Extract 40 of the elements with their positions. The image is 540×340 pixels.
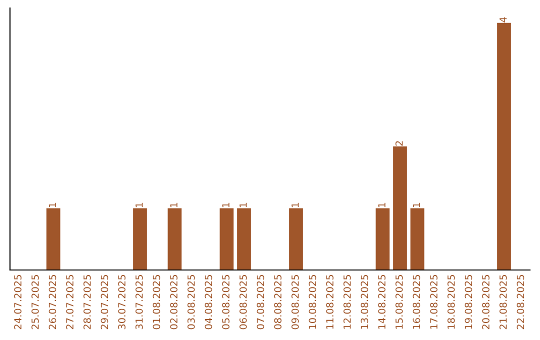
x-tick-label: 26.07.2025 <box>48 275 56 330</box>
x-tick-label: 08.08.2025 <box>274 275 282 330</box>
data-label: 1 <box>292 202 299 208</box>
data-label: 1 <box>136 202 143 208</box>
x-tick-label: 25.07.2025 <box>31 275 39 330</box>
x-tick-label: 17.08.2025 <box>430 275 438 329</box>
x-tick-label: 12.08.2025 <box>343 275 351 329</box>
data-label: 1 <box>222 202 230 208</box>
x-tick-label: 27.07.2025 <box>66 275 74 330</box>
x-tick-label: 05.08.2025 <box>222 275 230 330</box>
x-tick-label: 29.07.2025 <box>100 275 108 330</box>
x-tick-label: 03.08.2025 <box>187 275 195 330</box>
x-tick-label: 07.08.2025 <box>256 275 264 330</box>
x-tick-label: 10.08.2025 <box>308 275 316 329</box>
x-tick-label: 11.08.2025 <box>326 275 334 329</box>
x-tick-label: 31.07.2025 <box>135 275 143 330</box>
x-tick-label: 22.08.2025 <box>516 275 524 330</box>
x-tick-label: 13.08.2025 <box>360 275 368 329</box>
x-tick-label: 18.08.2025 <box>447 275 455 329</box>
x-tick-label: 06.08.2025 <box>239 275 247 330</box>
data-label: 4 <box>500 17 507 22</box>
x-tick-label: 28.07.2025 <box>83 275 91 330</box>
x-tick-label: 04.08.2025 <box>204 275 212 330</box>
x-tick-label: 21.08.2025 <box>499 275 507 330</box>
x-tick-label: 15.08.2025 <box>395 275 403 329</box>
x-tick-label: 02.08.2025 <box>170 275 178 330</box>
x-tick-label: 09.08.2025 <box>291 275 299 330</box>
x-tick-label: 20.08.2025 <box>482 275 490 330</box>
x-tick-label: 30.07.2025 <box>118 275 126 330</box>
data-label: 1 <box>240 202 247 208</box>
data-label: 2 <box>395 141 403 146</box>
x-tick-label: 24.07.2025 <box>14 275 22 330</box>
x-tick-label: 19.08.2025 <box>464 275 472 329</box>
data-label: 1 <box>170 202 178 208</box>
data-label: 1 <box>48 202 56 208</box>
x-tick-label: 01.08.2025 <box>152 275 160 330</box>
data-label: 1 <box>412 202 420 208</box>
x-tick-label: 14.08.2025 <box>378 275 386 329</box>
data-label: 1 <box>378 202 386 208</box>
x-tick-label: 16.08.2025 <box>412 275 420 329</box>
